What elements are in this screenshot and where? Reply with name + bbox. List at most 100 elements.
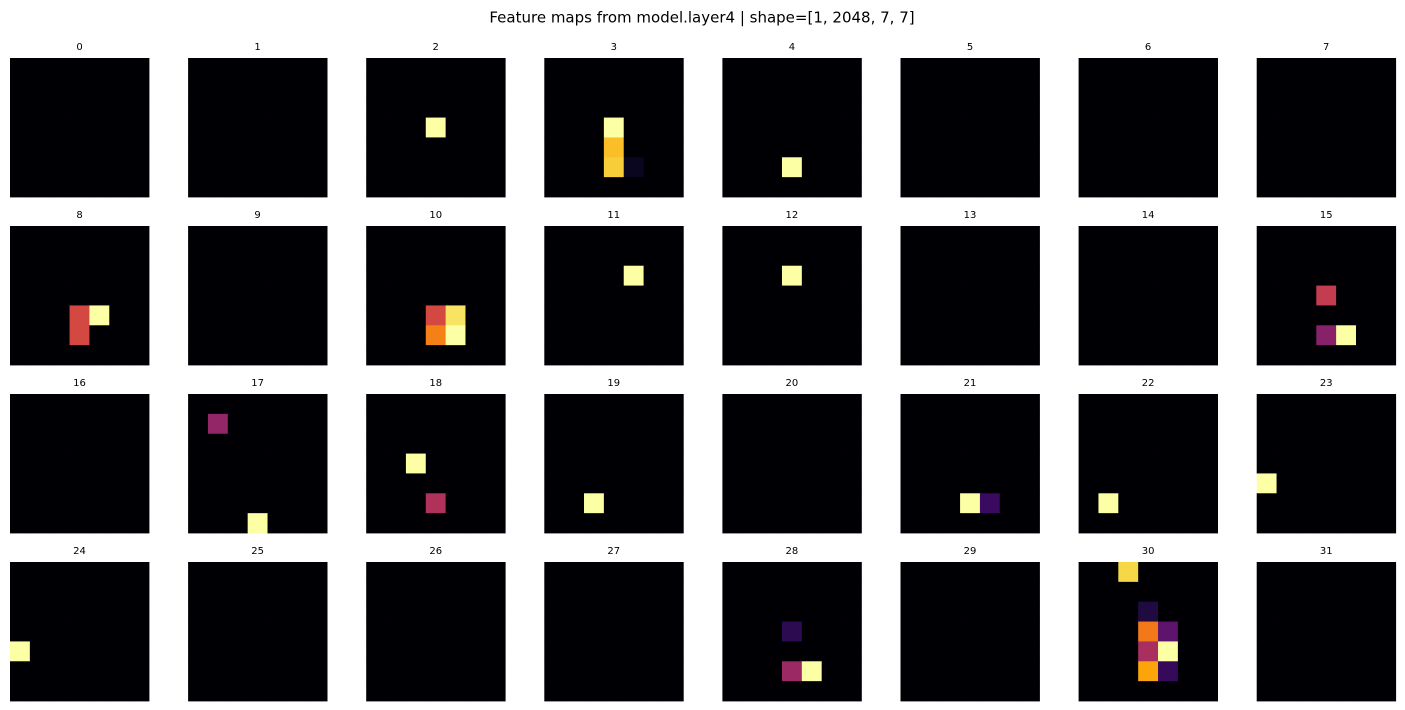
heatmap-cell (801, 641, 823, 662)
heatmap-cell (129, 601, 150, 622)
heatmap-cell (1375, 513, 1397, 534)
heatmap-cell (89, 58, 110, 79)
heatmap-cell (742, 117, 763, 138)
heatmap-cell (900, 77, 921, 99)
heatmap-cell (49, 305, 70, 326)
heatmap-cell (29, 245, 51, 267)
heatmap-cell (1375, 621, 1397, 642)
heatmap-cell (405, 58, 427, 79)
heatmap-cell (49, 661, 70, 682)
heatmap-cell (564, 177, 585, 198)
heatmap-cell (405, 681, 427, 702)
heatmap-cell (1098, 285, 1119, 306)
heatmap-cell (1197, 562, 1218, 583)
heatmap-cell (742, 513, 763, 534)
heatmap-cell (69, 305, 90, 326)
heatmap-cell (960, 117, 981, 138)
heatmap-cell (465, 157, 486, 178)
heatmap-cell (1296, 97, 1317, 118)
heatmap-cell (1078, 305, 1099, 326)
heatmap-cell (584, 413, 605, 435)
heatmap-cell (1316, 157, 1337, 178)
heatmap-cell (1019, 681, 1040, 702)
heatmap-cell (1177, 325, 1199, 346)
heatmap-cell (1296, 513, 1317, 534)
heatmap-cell (188, 137, 209, 158)
heatmap-cell (1118, 581, 1139, 603)
heatmap-cell (663, 473, 684, 494)
heatmap-cell (603, 265, 625, 286)
heatmap-cell (781, 433, 803, 454)
heatmap-cell (425, 285, 447, 306)
heatmap-cell (1256, 58, 1277, 79)
heatmap-cell (129, 681, 150, 702)
panel-title: 18 (429, 378, 442, 389)
heatmap-cell (1256, 325, 1277, 346)
heatmap-cell (29, 305, 51, 326)
heatmap-cell (386, 433, 407, 454)
heatmap-cell (425, 601, 447, 622)
panel-title: 24 (73, 546, 86, 557)
heatmap-cell (1197, 394, 1218, 415)
heatmap-cell (564, 493, 585, 514)
heatmap-cell (29, 601, 51, 622)
heatmap-cell (425, 305, 447, 326)
heatmap-cell (821, 157, 842, 178)
heatmap-cell (287, 453, 308, 474)
heatmap-cell (1078, 581, 1099, 603)
heatmap-cell (584, 433, 605, 454)
heatmap-cell (405, 601, 427, 622)
heatmap-cell (623, 413, 644, 435)
panel-title: 16 (73, 378, 86, 389)
panel-title: 5 (967, 42, 973, 53)
heatmap-cell (603, 117, 625, 138)
heatmap-cell (1336, 413, 1357, 435)
heatmap-cell (10, 513, 31, 534)
heatmap-cell (1118, 661, 1139, 682)
heatmap-cell (564, 621, 585, 642)
heatmap-cell (1336, 58, 1357, 79)
heatmap-cell (485, 226, 506, 247)
heatmap-cell (623, 581, 644, 603)
heatmap-cell (900, 137, 921, 158)
heatmap-cell (584, 97, 605, 118)
heatmap-cell (1098, 601, 1119, 622)
heatmap-cell (1336, 394, 1357, 415)
heatmap-cell (1177, 137, 1199, 158)
heatmap-cell (129, 265, 150, 286)
heatmap-cell (10, 325, 31, 346)
heatmap-cell (663, 226, 684, 247)
heatmap-cell (465, 325, 486, 346)
heatmap-cell (1296, 661, 1317, 682)
heatmap-cell (979, 562, 1001, 583)
heatmap-cell (1336, 473, 1357, 494)
heatmap-cell (109, 97, 130, 118)
heatmap-cell (781, 581, 803, 603)
heatmap-cell (742, 177, 763, 198)
heatmap-cell (1019, 621, 1040, 642)
heatmap-cell (1118, 433, 1139, 454)
heatmap-cell (1078, 345, 1099, 366)
heatmap-cell (1375, 601, 1397, 622)
heatmap-cell (643, 453, 664, 474)
heatmap-cell (821, 581, 842, 603)
heatmap-cell (1078, 117, 1099, 138)
heatmap-cell (781, 641, 803, 662)
heatmap-cell (129, 305, 150, 326)
heatmap-cell (129, 641, 150, 662)
heatmap-cell (1197, 661, 1218, 682)
heatmap-cell (1177, 226, 1199, 247)
heatmap-cell (821, 77, 842, 99)
heatmap-cell (623, 226, 644, 247)
heatmap-cell (1158, 681, 1179, 702)
heatmap-cell (900, 581, 921, 603)
heatmap-cell (485, 137, 506, 158)
heatmap-cell (129, 453, 150, 474)
heatmap-cell (1158, 177, 1179, 198)
heatmap-cell (1336, 226, 1357, 247)
heatmap-cell (1336, 157, 1357, 178)
heatmap-cell (1118, 453, 1139, 474)
heatmap-cell (781, 325, 803, 346)
heatmap-cell (1118, 513, 1139, 534)
heatmap-cell (564, 562, 585, 583)
